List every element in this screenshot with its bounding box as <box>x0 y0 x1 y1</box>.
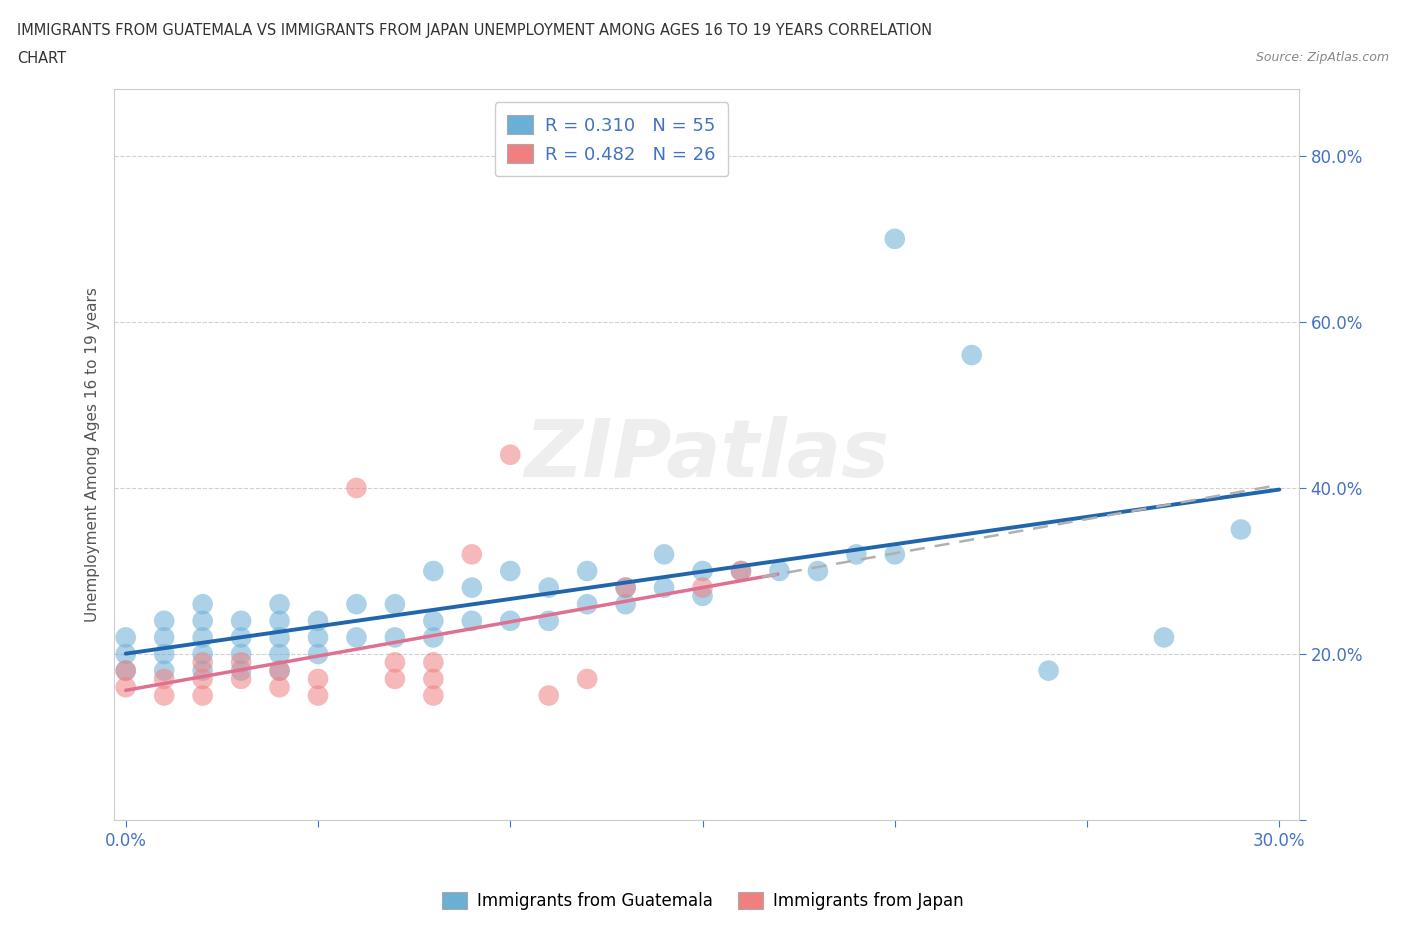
Point <box>346 597 368 612</box>
Point <box>229 655 252 670</box>
Point <box>384 655 406 670</box>
Point <box>422 564 444 578</box>
Point <box>191 597 214 612</box>
Point <box>422 671 444 686</box>
Point <box>153 688 176 703</box>
Point <box>269 614 291 629</box>
Point <box>191 671 214 686</box>
Point <box>229 614 252 629</box>
Point <box>307 688 329 703</box>
Point <box>692 589 714 604</box>
Y-axis label: Unemployment Among Ages 16 to 19 years: Unemployment Among Ages 16 to 19 years <box>86 287 100 622</box>
Point <box>229 646 252 661</box>
Point <box>614 597 637 612</box>
Point <box>191 688 214 703</box>
Point <box>576 671 599 686</box>
Text: CHART: CHART <box>17 51 66 66</box>
Point <box>652 547 675 562</box>
Point <box>153 671 176 686</box>
Text: Source: ZipAtlas.com: Source: ZipAtlas.com <box>1256 51 1389 64</box>
Point <box>1153 630 1175 644</box>
Point <box>422 614 444 629</box>
Point <box>614 580 637 595</box>
Point <box>461 547 484 562</box>
Point <box>269 663 291 678</box>
Point <box>307 614 329 629</box>
Point <box>229 663 252 678</box>
Point <box>576 597 599 612</box>
Point <box>652 580 675 595</box>
Point <box>883 232 905 246</box>
Text: IMMIGRANTS FROM GUATEMALA VS IMMIGRANTS FROM JAPAN UNEMPLOYMENT AMONG AGES 16 TO: IMMIGRANTS FROM GUATEMALA VS IMMIGRANTS … <box>17 23 932 38</box>
Point <box>346 481 368 496</box>
Point <box>499 447 522 462</box>
Point <box>883 547 905 562</box>
Point <box>692 580 714 595</box>
Point <box>269 663 291 678</box>
Point <box>191 655 214 670</box>
Point <box>153 630 176 644</box>
Point <box>730 564 752 578</box>
Point <box>422 688 444 703</box>
Legend: R = 0.310   N = 55, R = 0.482   N = 26: R = 0.310 N = 55, R = 0.482 N = 26 <box>495 102 728 176</box>
Point <box>537 580 560 595</box>
Point <box>730 564 752 578</box>
Point <box>114 663 136 678</box>
Point <box>191 614 214 629</box>
Point <box>422 630 444 644</box>
Point <box>499 614 522 629</box>
Point <box>153 663 176 678</box>
Point <box>269 597 291 612</box>
Point <box>269 646 291 661</box>
Point <box>153 646 176 661</box>
Point <box>191 663 214 678</box>
Point <box>384 630 406 644</box>
Point <box>960 348 983 363</box>
Point <box>153 614 176 629</box>
Point <box>114 646 136 661</box>
Point <box>461 614 484 629</box>
Point <box>807 564 830 578</box>
Point <box>229 671 252 686</box>
Point <box>692 564 714 578</box>
Point <box>229 630 252 644</box>
Point <box>114 630 136 644</box>
Point <box>1038 663 1060 678</box>
Point <box>499 564 522 578</box>
Point <box>461 580 484 595</box>
Point <box>384 597 406 612</box>
Point <box>576 564 599 578</box>
Point <box>346 630 368 644</box>
Point <box>191 630 214 644</box>
Point <box>114 680 136 695</box>
Point <box>1230 522 1253 537</box>
Legend: Immigrants from Guatemala, Immigrants from Japan: Immigrants from Guatemala, Immigrants fr… <box>436 885 970 917</box>
Point <box>845 547 868 562</box>
Point <box>307 646 329 661</box>
Text: ZIPatlas: ZIPatlas <box>524 416 889 494</box>
Point <box>768 564 790 578</box>
Point <box>114 663 136 678</box>
Point <box>384 671 406 686</box>
Point <box>191 646 214 661</box>
Point <box>537 614 560 629</box>
Point <box>537 688 560 703</box>
Point <box>307 671 329 686</box>
Point <box>269 630 291 644</box>
Point <box>614 580 637 595</box>
Point <box>269 680 291 695</box>
Point <box>422 655 444 670</box>
Point <box>307 630 329 644</box>
